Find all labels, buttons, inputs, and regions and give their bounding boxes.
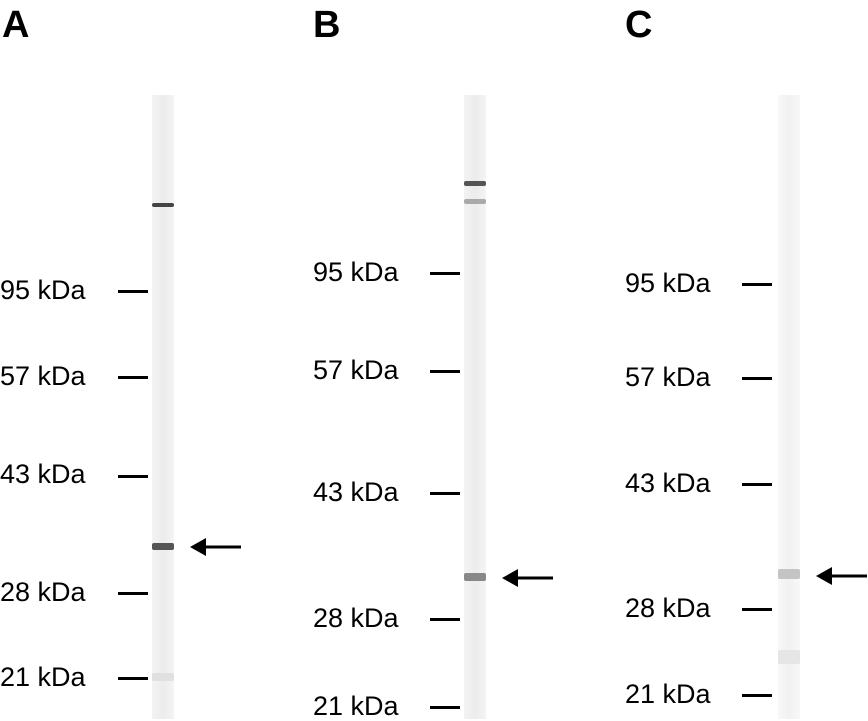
marker-label-28: 28 kDa bbox=[625, 593, 711, 623]
marker-tick-28 bbox=[118, 592, 148, 595]
panel-label-b: B bbox=[313, 4, 341, 46]
marker-tick-95 bbox=[742, 283, 772, 286]
marker-label-21: 21 kDa bbox=[0, 662, 86, 692]
left-arrow-icon bbox=[190, 538, 241, 556]
left-arrow-icon bbox=[502, 569, 553, 587]
marker-tick-28 bbox=[430, 618, 460, 621]
blot-band bbox=[778, 569, 800, 579]
blot-band bbox=[464, 199, 486, 204]
panel-label-c: C bbox=[625, 4, 653, 46]
marker-label-95: 95 kDa bbox=[625, 268, 711, 298]
marker-tick-21 bbox=[742, 694, 772, 697]
marker-label-21: 21 kDa bbox=[625, 679, 711, 709]
left-arrow-icon bbox=[816, 567, 867, 585]
marker-tick-21 bbox=[118, 677, 148, 680]
marker-tick-57 bbox=[118, 376, 148, 379]
blot-lane-b bbox=[464, 95, 486, 719]
blot-band bbox=[778, 650, 800, 664]
marker-label-57: 57 kDa bbox=[625, 362, 711, 392]
marker-label-57: 57 kDa bbox=[0, 361, 86, 391]
marker-tick-43 bbox=[742, 483, 772, 486]
marker-tick-21 bbox=[430, 706, 460, 709]
marker-tick-43 bbox=[430, 492, 460, 495]
marker-tick-43 bbox=[118, 475, 148, 478]
marker-tick-57 bbox=[742, 377, 772, 380]
marker-tick-95 bbox=[430, 272, 460, 275]
marker-label-28: 28 kDa bbox=[0, 577, 86, 607]
marker-label-28: 28 kDa bbox=[313, 603, 399, 633]
blot-band bbox=[152, 203, 174, 207]
marker-tick-57 bbox=[430, 370, 460, 373]
marker-label-21: 21 kDa bbox=[313, 691, 399, 721]
marker-label-95: 95 kDa bbox=[0, 275, 86, 305]
marker-tick-95 bbox=[118, 290, 148, 293]
blot-band bbox=[464, 181, 486, 186]
blot-band bbox=[152, 543, 174, 550]
marker-label-43: 43 kDa bbox=[625, 468, 711, 498]
marker-label-43: 43 kDa bbox=[313, 477, 399, 507]
blot-lane-c bbox=[778, 95, 800, 719]
marker-label-43: 43 kDa bbox=[0, 459, 86, 489]
marker-label-57: 57 kDa bbox=[313, 355, 399, 385]
panel-label-a: A bbox=[2, 4, 30, 46]
marker-tick-28 bbox=[742, 608, 772, 611]
blot-lane-a bbox=[152, 95, 174, 719]
marker-label-95: 95 kDa bbox=[313, 257, 399, 287]
blot-band bbox=[464, 573, 486, 581]
blot-band bbox=[152, 673, 174, 681]
